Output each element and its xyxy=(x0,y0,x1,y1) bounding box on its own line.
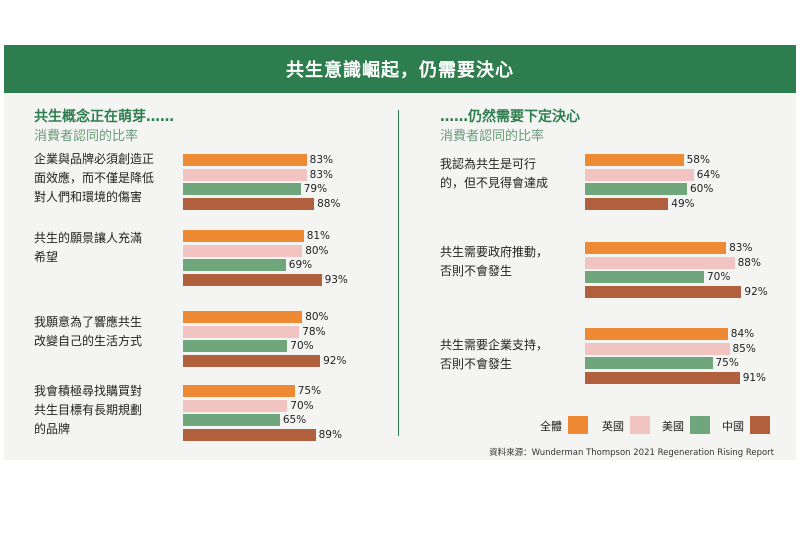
data-label: 65% xyxy=(282,414,307,427)
data-label: 64% xyxy=(696,168,721,181)
bar-全體 xyxy=(585,328,728,340)
bar-中國 xyxy=(183,428,316,441)
right-subheading: 消費者認同的比率 xyxy=(440,129,545,144)
bar-美國 xyxy=(585,271,704,284)
bar-英國 xyxy=(585,342,730,355)
category-label-line: 共生目標有長期規劃 xyxy=(34,403,143,417)
bar-全體 xyxy=(183,154,307,166)
data-label: 75% xyxy=(297,385,322,397)
bar-全體 xyxy=(585,154,684,166)
category-label-line: 否則不會發生 xyxy=(440,357,513,371)
category-label-line: 面效應，而不僅是降低 xyxy=(34,171,155,185)
data-label: 84% xyxy=(730,328,755,340)
legend-label: 英國 xyxy=(602,420,624,433)
category-label-line: 的品牌 xyxy=(34,422,71,436)
data-label: 70% xyxy=(707,271,731,284)
data-label: 92% xyxy=(323,354,347,367)
legend-swatch xyxy=(690,416,710,434)
bar-全體 xyxy=(183,385,295,397)
bar-全體 xyxy=(183,230,304,242)
legend-swatch xyxy=(568,416,588,434)
legend-swatch xyxy=(630,416,650,434)
category-label: 我會積極尋找購買對 共生目標有長期規劃 的品牌 xyxy=(34,382,142,439)
left-subheading: 消費者認同的比率 xyxy=(34,129,139,144)
category-label: 共生的願景讓人充滿 希望 xyxy=(34,229,142,267)
data-label: 93% xyxy=(324,273,348,286)
source-note: 資料來源：Wunderman Thompson 2021 Regeneratio… xyxy=(489,448,774,458)
data-label: 70% xyxy=(290,399,314,412)
bar-中國 xyxy=(183,354,321,367)
bar-中國 xyxy=(585,371,740,384)
data-label: 83% xyxy=(309,154,333,166)
bar-美國 xyxy=(183,340,288,353)
category-label: 共生需要企業支持， 否則不會發生 xyxy=(440,336,548,374)
bar-英國 xyxy=(585,256,735,269)
bar-美國 xyxy=(585,357,713,370)
data-label: 78% xyxy=(302,325,326,338)
data-label: 85% xyxy=(732,342,756,355)
data-label: 88% xyxy=(317,197,341,210)
bar-美國 xyxy=(183,414,280,427)
bar-美國 xyxy=(585,183,687,196)
data-label: 49% xyxy=(671,197,695,210)
bar-全體 xyxy=(183,311,303,323)
bar-英國 xyxy=(183,325,300,338)
data-label: 80% xyxy=(305,244,329,257)
data-label: 70% xyxy=(290,340,314,353)
data-label: 89% xyxy=(318,428,342,441)
legend-label: 中國 xyxy=(722,420,744,433)
category-label: 我願意為了響應共生 改變自己的生活方式 xyxy=(34,313,142,351)
category-label: 我認為共生是可行 的，但不見得會達成 xyxy=(440,155,548,193)
bar-中國 xyxy=(183,273,322,286)
category-label-line: 共生需要政府推動， xyxy=(440,245,549,259)
bar-英國 xyxy=(183,399,288,412)
data-label: 80% xyxy=(305,311,329,323)
category-label-line: 對人們和環境的傷害 xyxy=(34,190,143,204)
data-label: 81% xyxy=(306,230,331,242)
data-label: 58% xyxy=(686,154,710,166)
data-label: 92% xyxy=(744,285,768,298)
bar-美國 xyxy=(183,183,301,196)
category-label-line: 共生的願景讓人充滿 xyxy=(34,231,143,245)
page-title: 共生意識崛起，仍需要決心 xyxy=(4,45,796,93)
category-label-line: 改變自己的生活方式 xyxy=(34,334,143,348)
category-label-line: 否則不會發生 xyxy=(440,264,513,278)
panel-divider xyxy=(398,110,399,436)
bar-英國 xyxy=(183,168,307,181)
legend-swatch xyxy=(750,416,770,434)
data-label: 75% xyxy=(715,357,739,370)
data-label: 83% xyxy=(309,168,333,181)
category-label-line: 我認為共生是可行 xyxy=(440,157,537,171)
data-label: 79% xyxy=(303,183,328,196)
category-label-line: 希望 xyxy=(34,250,59,264)
legend-label: 美國 xyxy=(662,420,684,433)
data-label: 91% xyxy=(742,371,767,384)
category-label-line: 共生需要企業支持， xyxy=(440,338,549,352)
bar-英國 xyxy=(183,244,303,257)
bar-中國 xyxy=(585,285,742,298)
right-heading: ……仍然需要下定決心 xyxy=(440,109,580,125)
bar-英國 xyxy=(585,168,694,181)
category-label: 共生需要政府推動， 否則不會發生 xyxy=(440,243,548,281)
bar-美國 xyxy=(183,259,286,272)
data-label: 88% xyxy=(737,256,761,269)
category-label-line: 我會積極尋找購買對 xyxy=(34,384,143,398)
bar-全體 xyxy=(585,242,727,254)
bar-中國 xyxy=(585,197,669,210)
data-label: 83% xyxy=(729,242,753,254)
data-label: 69% xyxy=(288,259,313,272)
category-label-line: 企業與品牌必須創造正 xyxy=(34,152,155,166)
category-label: 企業與品牌必須創造正 面效應，而不僅是降低 對人們和環境的傷害 xyxy=(34,150,154,207)
category-label-line: 的，但不見得會達成 xyxy=(440,176,549,190)
legend-label: 全體 xyxy=(540,420,562,433)
category-label-line: 我願意為了響應共生 xyxy=(34,315,143,329)
left-heading: 共生概念正在萌芽…… xyxy=(34,109,174,125)
bar-中國 xyxy=(183,197,315,210)
data-label: 60% xyxy=(690,183,714,196)
